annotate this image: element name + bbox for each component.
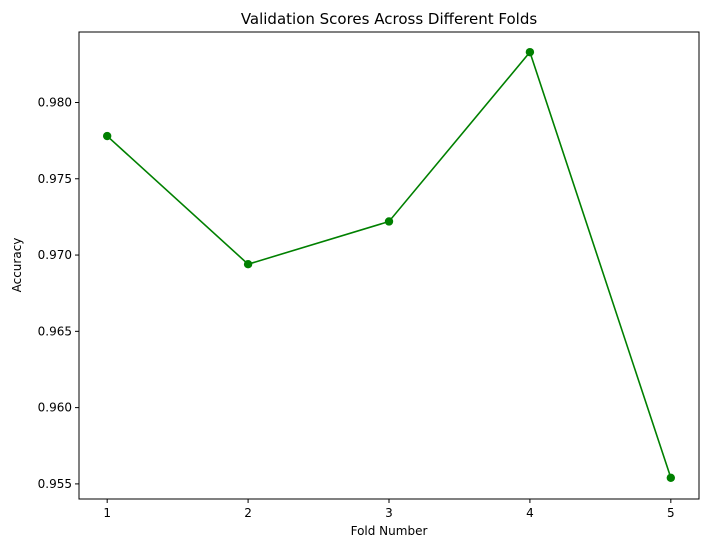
data-point-marker (666, 473, 676, 482)
x-tick-label: 3 (385, 506, 393, 520)
y-tick-label: 0.960 (38, 401, 72, 415)
data-point-marker (525, 47, 535, 57)
plot-frame (78, 31, 700, 500)
y-axis-label: Accuracy (10, 238, 24, 293)
x-axis-ticks: 1 2 3 4 5 (103, 499, 675, 520)
plot-series (102, 47, 676, 482)
y-tick-label: 0.965 (38, 324, 72, 338)
y-axis-ticks: 0.955 0.960 0.965 0.970 0.975 0.980 (38, 95, 79, 491)
data-point-marker (102, 131, 112, 141)
x-tick-label: 1 (103, 506, 111, 520)
x-axis-label: Fold Number (351, 524, 428, 538)
data-point-marker (384, 217, 394, 226)
chart-title: Validation Scores Across Different Folds (241, 10, 538, 28)
x-tick-label: 4 (526, 506, 534, 520)
y-tick-label: 0.970 (38, 248, 72, 262)
y-tick-label: 0.975 (38, 172, 72, 186)
y-tick-label: 0.980 (38, 95, 72, 109)
data-point-marker (243, 260, 253, 269)
x-tick-label: 2 (244, 506, 252, 520)
x-tick-label: 5 (667, 506, 675, 520)
y-tick-label: 0.955 (38, 477, 72, 491)
